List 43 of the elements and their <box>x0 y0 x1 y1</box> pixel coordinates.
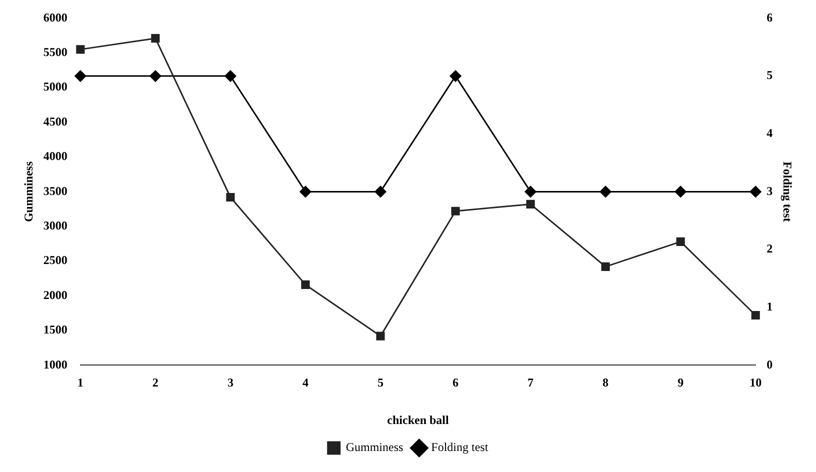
y2-tick-label: 2 <box>766 242 773 256</box>
x-axis-title: chicken ball <box>387 412 450 427</box>
x-tick-label: 4 <box>302 375 308 390</box>
y-tick-label: 5000 <box>43 80 68 94</box>
point <box>451 206 460 216</box>
x-tick-label: 7 <box>528 375 534 390</box>
x-tick-label: 1 <box>77 375 84 390</box>
y-tick-label: 1500 <box>43 322 68 337</box>
x-tick-label: 2 <box>152 375 158 390</box>
y-tick-label: 3500 <box>43 184 68 198</box>
y2-tick-label: 0 <box>766 357 773 372</box>
x-tick-label: 8 <box>602 375 609 390</box>
y-tick-label: 4500 <box>43 114 68 128</box>
point <box>226 192 235 202</box>
y2-tick-label: 4 <box>766 126 773 140</box>
y-tick-label: 3000 <box>43 218 68 232</box>
point <box>751 310 760 320</box>
y-tick-label: 5500 <box>43 44 68 59</box>
point <box>76 45 85 54</box>
point <box>526 200 535 208</box>
point <box>151 34 160 43</box>
y-tick-label: 6000 <box>43 10 68 24</box>
y-tick-label: 2500 <box>43 253 68 268</box>
y-axis-title: Gumminess <box>21 161 36 222</box>
x-tick-label: 5 <box>377 375 384 390</box>
point <box>676 237 685 246</box>
x-tick-label: 6 <box>452 375 459 390</box>
y2-tick-label: 6 <box>766 10 773 24</box>
point <box>376 332 385 340</box>
y-tick-label: 1000 <box>43 357 68 372</box>
y-tick-label: 2000 <box>43 288 68 302</box>
y2-tick-label: 5 <box>766 68 773 82</box>
x-tick-label: 10 <box>750 375 762 390</box>
y2-axis-title: Folding test <box>780 162 795 222</box>
legend-label: Folding test <box>431 440 489 454</box>
point <box>301 280 310 289</box>
x-tick-label: 3 <box>227 375 234 390</box>
point <box>601 262 610 271</box>
y2-tick-label: 1 <box>766 299 773 314</box>
legend-label: Gumminess <box>346 440 404 454</box>
x-tick-label: 9 <box>678 375 684 390</box>
y-tick-label: 4000 <box>43 149 68 164</box>
y2-tick-label: 3 <box>766 184 773 198</box>
